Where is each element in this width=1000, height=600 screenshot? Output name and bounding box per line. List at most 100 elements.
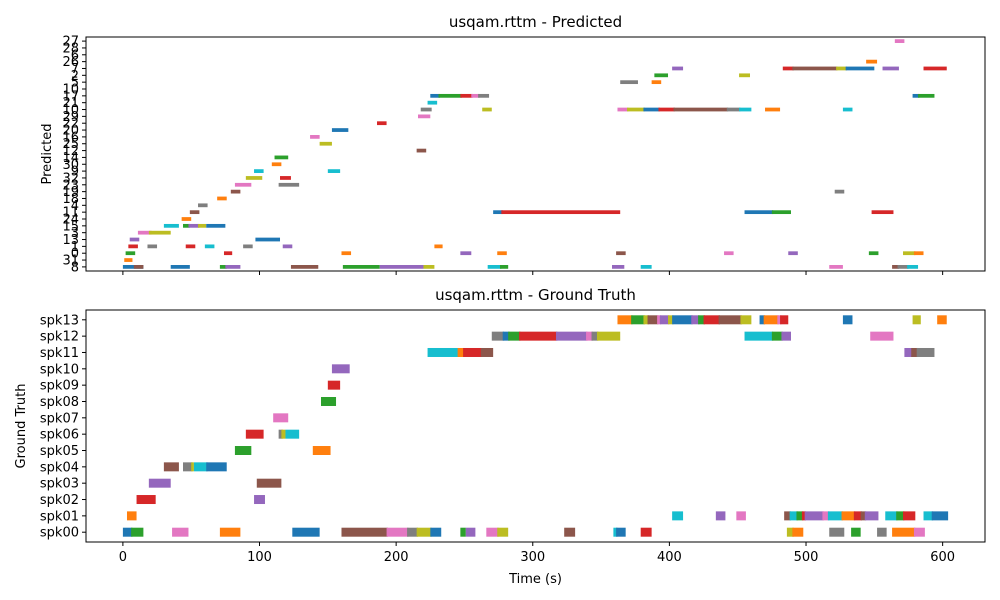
ground-truth-ylabel: Ground Truth — [14, 384, 29, 469]
segment-bar-spk06 — [285, 429, 300, 439]
segment-bar-17 — [460, 93, 473, 98]
y-tick-label: 29 — [62, 110, 79, 125]
segment-bar-spk02 — [136, 495, 156, 505]
segment-bar-10 — [658, 107, 675, 112]
segment-bar-spk00 — [564, 527, 576, 537]
segment-bar-spk01 — [672, 511, 684, 521]
y-tick-label: 21 — [62, 96, 79, 111]
segment-bar-8 — [640, 265, 652, 269]
y-tick-label: 10 — [62, 103, 79, 118]
segment-bar-17 — [912, 93, 920, 98]
segment-bar-spk13 — [763, 315, 779, 325]
y-tick-label: spk13 — [40, 313, 79, 328]
segment-bar-10 — [617, 107, 629, 112]
segment-bar-7 — [845, 66, 875, 71]
segment-bar-0 — [223, 251, 233, 256]
y-tick-label: spk05 — [40, 444, 79, 459]
segment-bar-4 — [198, 203, 208, 208]
ground-truth-panel: usqam.rttm - Ground Truth Ground Truth s… — [14, 286, 986, 565]
y-tick-label: 14 — [62, 151, 79, 166]
segment-bar-spk13 — [759, 315, 766, 325]
segment-bar-21 — [427, 100, 438, 105]
segment-bar-spk01 — [885, 511, 898, 521]
segment-bar-spk12 — [502, 331, 510, 341]
segment-bar-8 — [612, 265, 625, 269]
segment-bar-spk11 — [916, 347, 935, 357]
segment-bar-spk00 — [913, 527, 925, 537]
segment-bar-spk00 — [122, 527, 133, 537]
y-tick-label: 6 — [71, 48, 79, 63]
y-tick-label: 27 — [62, 35, 79, 50]
segment-bar-spk12 — [519, 331, 558, 341]
segment-bar-11 — [501, 210, 621, 215]
segment-bar-spk13 — [631, 315, 645, 325]
segment-bar-8 — [170, 265, 190, 269]
segment-bar-8 — [225, 265, 241, 269]
segment-bar-spk04 — [191, 462, 194, 472]
segment-bar-14 — [274, 155, 289, 160]
y-tick-label: 12 — [62, 144, 79, 159]
y-tick-label: 30 — [62, 158, 79, 173]
segment-bar-spk13 — [698, 315, 705, 325]
segment-bar-spk00 — [430, 527, 442, 537]
segment-bar-spk12 — [596, 331, 621, 341]
segment-bar-spk00 — [792, 527, 804, 537]
y-tick-label: 19 — [62, 185, 79, 200]
y-tick-label: 17 — [62, 89, 79, 104]
segment-bar-1 — [243, 244, 253, 249]
segment-bar-spk00 — [407, 527, 418, 537]
y-tick-label: 28 — [62, 41, 79, 56]
segment-bar-17 — [430, 93, 440, 98]
segment-bar-27 — [894, 39, 905, 43]
y-tick-label: 3 — [71, 226, 79, 241]
segment-bar-1 — [147, 244, 158, 249]
segment-bar-spk11 — [463, 347, 483, 357]
segment-bar-spk00 — [386, 527, 409, 537]
x-tick-label: 600 — [930, 550, 955, 565]
segment-bar-spk13 — [672, 315, 693, 325]
segment-bar-spk13 — [842, 315, 853, 325]
segment-bar-spk01 — [784, 511, 791, 521]
segment-bar-10 — [627, 107, 645, 112]
segment-bar-spk00 — [829, 527, 845, 537]
y-tick-label: 7 — [71, 62, 79, 77]
predicted-ylabel: Predicted — [40, 123, 55, 184]
y-tick-label: 5 — [71, 76, 79, 91]
predicted-panel: usqam.rttm - Predicted Predicted 8310113… — [40, 13, 986, 275]
segment-bar-spk12 — [771, 331, 783, 341]
segment-bar-spk00 — [486, 527, 499, 537]
segment-bar-spk06 — [281, 429, 286, 439]
segment-bar-10 — [673, 107, 729, 112]
ground-truth-title: usqam.rttm - Ground Truth — [435, 286, 636, 304]
segment-bar-11 — [771, 210, 791, 215]
segment-bar-3 — [137, 230, 152, 235]
segment-bar-spk00 — [131, 527, 144, 537]
segment-bar-spk12 — [744, 331, 774, 341]
segment-bar-spk02 — [254, 495, 265, 505]
segment-bar-spk11 — [457, 347, 465, 357]
y-tick-label: spk04 — [40, 460, 79, 475]
segment-bar-spk04 — [163, 462, 179, 472]
segment-bar-7 — [882, 66, 899, 71]
segment-bar-11 — [189, 210, 200, 215]
x-tick-label: 100 — [247, 550, 272, 565]
segment-bar-10 — [842, 107, 853, 112]
segment-bar-18 — [217, 196, 227, 201]
segment-bar-spk00 — [616, 527, 626, 537]
segment-bar-24 — [181, 217, 192, 221]
segment-bar-7 — [836, 66, 848, 71]
segment-bar-spk13 — [740, 315, 752, 325]
predicted-bars — [122, 39, 947, 269]
y-tick-label: 15 — [62, 219, 79, 234]
segment-bar-25 — [319, 141, 332, 146]
segment-bar-spk01 — [864, 511, 879, 521]
y-tick-label: 24 — [62, 213, 79, 228]
segment-bar-0 — [788, 251, 798, 256]
segment-bar-spk00 — [497, 527, 509, 537]
y-tick-label: 1 — [71, 240, 79, 255]
segment-bar-16 — [310, 135, 320, 139]
segment-bar-spk13 — [668, 315, 674, 325]
x-axis-label: Time (s) — [508, 572, 562, 587]
segment-bar-1 — [282, 244, 293, 249]
